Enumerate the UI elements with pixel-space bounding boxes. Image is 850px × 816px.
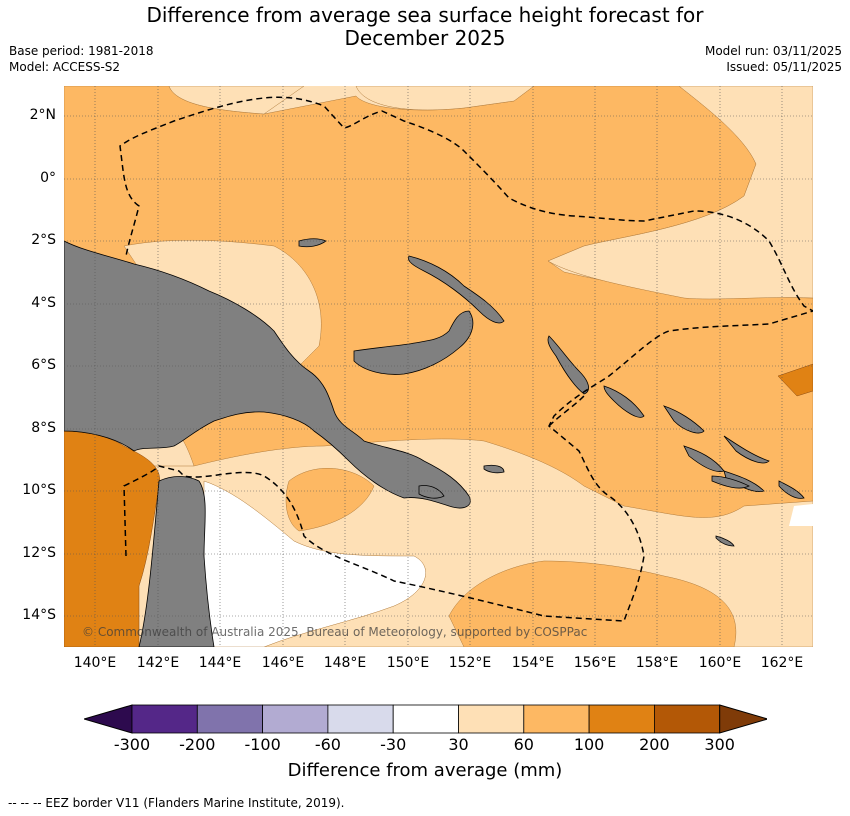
map-svg bbox=[64, 86, 813, 647]
longitude-label: 144°E bbox=[198, 655, 242, 671]
latitude-label: 12°S bbox=[22, 545, 56, 561]
colorbar-extend-low bbox=[84, 704, 133, 734]
gridlines bbox=[64, 86, 813, 647]
land-new-guinea bbox=[64, 240, 471, 509]
latitude-label: 0° bbox=[40, 170, 56, 186]
colorbar-tick-label: -200 bbox=[179, 735, 216, 754]
longitude-label: 148°E bbox=[323, 655, 367, 671]
eez-border-solomon bbox=[548, 395, 585, 427]
anomaly-region-100-200-east bbox=[777, 363, 813, 397]
latitude-label: 6°S bbox=[31, 357, 56, 373]
longitude-label: 162°E bbox=[760, 655, 804, 671]
longitude-label: 160°E bbox=[698, 655, 742, 671]
meta-right: Model run: 03/11/2025 Issued: 05/11/2025 bbox=[705, 43, 842, 75]
colorbar-tick-label: 30 bbox=[448, 735, 469, 754]
longitude-label: 146°E bbox=[261, 655, 305, 671]
colorbar-segment bbox=[523, 704, 590, 734]
anomaly-region-60-100-south bbox=[448, 560, 737, 647]
meta-left: Base period: 1981-2018 Model: ACCESS-S2 bbox=[9, 43, 154, 75]
land-solomon-1 bbox=[603, 385, 645, 418]
colorbar-tick-label: 60 bbox=[513, 735, 534, 754]
colorbar-extend-high bbox=[719, 704, 767, 734]
colorbar-segment bbox=[458, 704, 525, 734]
longitude-label: 154°E bbox=[511, 655, 555, 671]
eez-border-png bbox=[119, 96, 813, 622]
anomaly-region-below-30-east bbox=[789, 504, 813, 526]
latitude-label: 14°S bbox=[22, 607, 56, 623]
colorbar-segment bbox=[262, 704, 329, 734]
title-line-1: Difference from average sea surface heig… bbox=[146, 3, 704, 27]
land-dentrecasteaux bbox=[418, 485, 445, 499]
title-line-2: December 2025 bbox=[344, 26, 506, 50]
model-run: Model run: 03/11/2025 bbox=[704, 44, 842, 58]
map-area: © Commonwealth of Australia 2025, Bureau… bbox=[64, 86, 813, 647]
land-new-ireland bbox=[407, 255, 505, 324]
eez-legend-note: -- -- -- EEZ border V11 (Flanders Marine… bbox=[8, 796, 345, 810]
model-name: Model: ACCESS-S2 bbox=[9, 60, 121, 74]
longitude-label: 158°E bbox=[635, 655, 679, 671]
base-period: Base period: 1981-2018 bbox=[9, 44, 154, 58]
colorbar bbox=[84, 704, 767, 734]
colorbar-tick-label: -100 bbox=[244, 735, 281, 754]
map-title: Difference from average sea surface heig… bbox=[0, 4, 850, 50]
colorbar-tick-label: 200 bbox=[639, 735, 670, 754]
colorbar-segment bbox=[392, 704, 459, 734]
longitude-label: 152°E bbox=[448, 655, 492, 671]
colorbar-tick-label: 100 bbox=[573, 735, 605, 754]
anomaly-region-30-60-east bbox=[547, 86, 813, 300]
colorbar-tick-label: 300 bbox=[704, 735, 735, 754]
colorbar-segment bbox=[588, 704, 655, 734]
colorbar-tick-label: -300 bbox=[113, 735, 151, 754]
colorbar-segment bbox=[131, 704, 198, 734]
colorbar-title: Difference from average (mm) bbox=[287, 760, 563, 781]
land-new-britain bbox=[353, 310, 474, 375]
colorbar-tick-label: -60 bbox=[314, 735, 341, 754]
land-makira bbox=[778, 480, 805, 499]
colorbar-segment bbox=[327, 704, 394, 734]
land-rennell bbox=[715, 535, 735, 547]
latitude-label: 2°N bbox=[29, 107, 56, 123]
longitude-label: 140°E bbox=[73, 655, 117, 671]
latitude-label: 10°S bbox=[22, 482, 56, 498]
anomaly-region-30-60-north bbox=[168, 86, 535, 115]
anomaly-region-60-100-gulf bbox=[285, 468, 375, 532]
colorbar-tick-label: -30 bbox=[380, 735, 407, 754]
latitude-label: 2°S bbox=[31, 232, 56, 248]
latitude-label: 4°S bbox=[31, 295, 56, 311]
longitude-label: 156°E bbox=[573, 655, 617, 671]
copyright-notice: © Commonwealth of Australia 2025, Bureau… bbox=[82, 625, 588, 639]
land-louisiade bbox=[483, 464, 505, 474]
latitude-label: 8°S bbox=[31, 420, 56, 436]
land-solomon-2 bbox=[663, 405, 705, 434]
land-solomon-4 bbox=[723, 435, 770, 464]
issued-date: Issued: 05/11/2025 bbox=[726, 60, 842, 74]
colorbar-segment bbox=[196, 704, 264, 734]
longitude-label: 142°E bbox=[136, 655, 180, 671]
land-cape-york bbox=[138, 476, 215, 647]
colorbar-segment bbox=[654, 704, 721, 734]
anomaly-region-below-30 bbox=[203, 480, 426, 647]
land-solomon-6 bbox=[711, 475, 750, 489]
land-bougainville bbox=[547, 335, 589, 395]
longitude-label: 150°E bbox=[386, 655, 430, 671]
